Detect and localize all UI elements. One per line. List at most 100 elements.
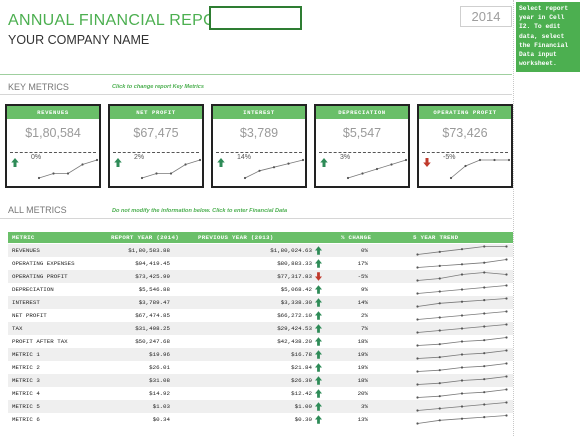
table-row[interactable]: METRIC 4 $14.92 $12.42 20% bbox=[8, 387, 513, 400]
percent-change: 2% bbox=[361, 312, 368, 319]
down-arrow-icon bbox=[423, 154, 431, 167]
kpi-card[interactable]: INTEREST $3,789 14% bbox=[211, 104, 307, 188]
report-year-value: $14.92 bbox=[149, 390, 170, 397]
all-metrics-note[interactable]: Do not modify the information below. Cli… bbox=[112, 208, 288, 214]
report-year-value: $1,80,583.88 bbox=[128, 247, 170, 254]
up-arrow-icon bbox=[315, 337, 322, 346]
metric-name: PROFIT AFTER TAX bbox=[12, 338, 68, 345]
table-row[interactable]: METRIC 5 $1.03 $1.00 3% bbox=[8, 400, 513, 413]
metric-name: DEPRECIATION bbox=[12, 286, 54, 293]
kpi-sparkline bbox=[140, 158, 202, 180]
kpi-title: DEPRECIATION bbox=[316, 106, 408, 119]
up-arrow-icon bbox=[315, 298, 322, 307]
all-metrics-label: ALL METRICS bbox=[8, 205, 67, 215]
trend-sparkline bbox=[416, 336, 508, 347]
up-arrow-icon bbox=[315, 350, 322, 359]
percent-change: 0% bbox=[361, 247, 368, 254]
up-arrow-icon bbox=[315, 285, 322, 294]
previous-year-value: $77,317.83 bbox=[277, 273, 312, 280]
kpi-value: $1,80,584 bbox=[25, 126, 81, 140]
kpi-title: REVENUES bbox=[7, 106, 99, 119]
metric-name: METRIC 4 bbox=[12, 390, 40, 397]
kpi-value: $73,426 bbox=[442, 126, 488, 140]
up-arrow-icon bbox=[315, 311, 322, 320]
percent-change: 3% bbox=[361, 403, 368, 410]
table-row[interactable]: METRIC 2 $26.01 $21.84 19% bbox=[8, 361, 513, 374]
metric-name: OPERATING PROFIT bbox=[12, 273, 68, 280]
key-metrics-link[interactable]: Click to change report Key Metrics bbox=[112, 84, 205, 90]
trend-sparkline bbox=[416, 349, 508, 360]
kpi-sparkline bbox=[243, 158, 305, 180]
metric-name: TAX bbox=[12, 325, 23, 332]
report-year-value: $1.03 bbox=[152, 403, 170, 410]
table-row[interactable]: INTEREST $3,789.47 $3,338.30 14% bbox=[8, 296, 513, 309]
previous-year-value: $66,272.10 bbox=[277, 312, 312, 319]
percent-change: 19% bbox=[357, 351, 368, 358]
metric-name: METRIC 5 bbox=[12, 403, 40, 410]
trend-sparkline bbox=[416, 388, 508, 399]
table-row[interactable]: DEPRECIATION $5,546.88 $5,068.42 9% bbox=[8, 283, 513, 296]
kpi-sparkline bbox=[346, 158, 408, 180]
previous-year-value: $21.84 bbox=[291, 364, 312, 371]
kpi-title: NET PROFIT bbox=[110, 106, 202, 119]
kpi-divider bbox=[319, 152, 405, 153]
report-year-cell[interactable]: 2014 bbox=[460, 6, 512, 27]
kpi-card[interactable]: OPERATING PROFIT $73,426 -5% bbox=[417, 104, 513, 188]
up-arrow-icon bbox=[11, 154, 19, 167]
report-year-value: $5,546.88 bbox=[138, 286, 170, 293]
kpi-card[interactable]: DEPRECIATION $5,547 3% bbox=[314, 104, 410, 188]
trend-sparkline bbox=[416, 245, 508, 256]
up-arrow-icon bbox=[315, 363, 322, 372]
report-title: ANNUAL FINANCIAL REPORT bbox=[8, 12, 238, 29]
selected-cell[interactable] bbox=[209, 6, 302, 30]
table-row[interactable]: OPERATING EXPENSES $94,419.45 $80,883.33… bbox=[8, 257, 513, 270]
previous-year-value: $29,424.53 bbox=[277, 325, 312, 332]
report-year-value: $19.96 bbox=[149, 351, 170, 358]
report-year-value: $67,474.85 bbox=[135, 312, 170, 319]
all-metrics-divider bbox=[0, 218, 512, 219]
metric-name: INTEREST bbox=[12, 299, 40, 306]
previous-year-value: $3,338.30 bbox=[280, 299, 312, 306]
table-row[interactable]: METRIC 3 $31.08 $26.39 18% bbox=[8, 374, 513, 387]
trend-sparkline bbox=[416, 401, 508, 412]
trend-sparkline bbox=[416, 323, 508, 334]
table-row[interactable]: REVENUES $1,80,583.88 $1,80,024.63 0% bbox=[8, 244, 513, 257]
table-row[interactable]: OPERATING PROFIT $73,425.99 $77,317.83 -… bbox=[8, 270, 513, 283]
table-row[interactable]: NET PROFIT $67,474.85 $66,272.10 2% bbox=[8, 309, 513, 322]
table-row[interactable]: METRIC 6 $0.34 $0.30 13% bbox=[8, 413, 513, 426]
previous-year-value: $16.78 bbox=[291, 351, 312, 358]
kpi-value: $5,547 bbox=[342, 126, 382, 140]
metric-name: OPERATING EXPENSES bbox=[12, 260, 75, 267]
kpi-card[interactable]: REVENUES $1,80,584 0% bbox=[5, 104, 101, 188]
up-arrow-icon bbox=[114, 154, 122, 167]
kpi-title: OPERATING PROFIT bbox=[419, 106, 511, 119]
percent-change: 18% bbox=[357, 338, 368, 345]
kpi-divider bbox=[113, 152, 199, 153]
percent-change: 18% bbox=[357, 377, 368, 384]
kpi-card[interactable]: NET PROFIT $67,475 2% bbox=[108, 104, 204, 188]
percent-change: 14% bbox=[357, 299, 368, 306]
previous-year-value: $26.39 bbox=[291, 377, 312, 384]
table-row[interactable]: TAX $31,408.25 $29,424.53 7% bbox=[8, 322, 513, 335]
trend-sparkline bbox=[416, 310, 508, 321]
previous-year-value: $12.42 bbox=[291, 390, 312, 397]
previous-year-value: $1,80,024.63 bbox=[270, 247, 312, 254]
percent-change: -5% bbox=[357, 273, 368, 280]
trend-sparkline bbox=[416, 414, 508, 425]
key-metrics-divider bbox=[0, 94, 512, 95]
kpi-value: $3,789 bbox=[239, 126, 279, 140]
table-row[interactable]: PROFIT AFTER TAX $50,247.68 $42,438.20 1… bbox=[8, 335, 513, 348]
up-arrow-icon bbox=[315, 376, 322, 385]
previous-year-value: $80,883.33 bbox=[277, 260, 312, 267]
metric-name: METRIC 3 bbox=[12, 377, 40, 384]
col-change: % CHANGE bbox=[341, 234, 372, 241]
up-arrow-icon bbox=[315, 259, 322, 268]
report-year-value: $73,425.99 bbox=[135, 273, 170, 280]
table-row[interactable]: METRIC 1 $19.96 $16.78 19% bbox=[8, 348, 513, 361]
metric-name: METRIC 1 bbox=[12, 351, 40, 358]
company-name: YOUR COMPANY NAME bbox=[8, 33, 150, 47]
percent-change: 17% bbox=[357, 260, 368, 267]
column-gridline bbox=[513, 0, 514, 436]
previous-year-value: $1.00 bbox=[294, 403, 312, 410]
percent-change: 13% bbox=[357, 416, 368, 423]
